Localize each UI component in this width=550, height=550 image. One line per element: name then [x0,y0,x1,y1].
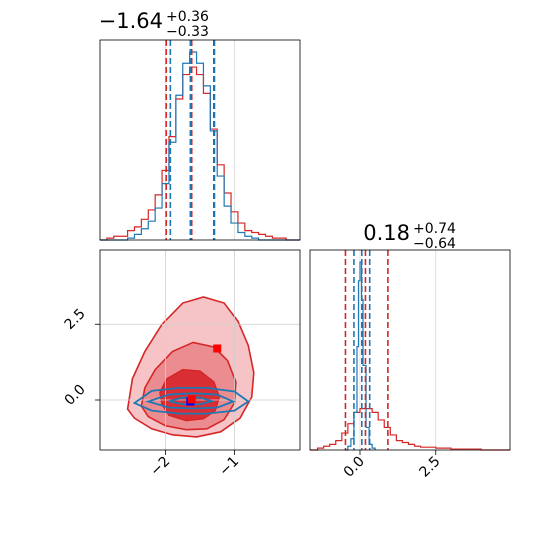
scatter-2d-panel: −2 −1 0.0 2.5 [62,249,301,479]
scatter-2d-contour-a-2 [168,396,216,406]
scatter-2d-marker-b [187,395,196,404]
hist-param1-series-a [100,51,300,241]
hist-param1-series-b [100,66,300,241]
hist-param2-xticks: 0.0 2.5 [341,450,444,481]
scatter-2d-xtick-label: −2 [147,454,173,480]
hist_param1-series-b-line [100,66,300,241]
scatter-2d-series-a-contours [132,386,250,415]
scatter-2d-grid [100,250,300,450]
hist_param2-series-b-line [310,408,510,451]
scatter-2d-contour-a-0 [132,386,250,415]
scatter-2d-xticks: −2 −1 [147,450,242,479]
hist-param2-quantiles [344,250,389,450]
scatter-2d-marker-b [213,344,222,353]
hist-param2-frame [309,249,511,451]
hist-param1-frame [99,39,301,241]
hist-param2-title: 0.18 [363,221,410,245]
hist_param2-xtick-label: 2.5 [417,454,444,481]
scatter-2d-ytick-label: 2.5 [62,306,89,333]
hist-param2-title-lower: −0.64 [413,236,456,252]
scatter-2d-ytick-label: 0.0 [62,382,89,409]
hist-param1-panel: −1.64 +0.36 −0.33 [99,9,301,241]
scatter-2d-frame [99,249,301,451]
hist-param2-grid [359,250,437,450]
scatter-2d-markers [186,344,222,406]
hist_param2-xtick-label: 0.0 [341,454,368,481]
scatter-2d-xtick-label: −1 [216,454,242,480]
scatter-2d-yticks: 0.0 2.5 [62,306,100,409]
hist-param1-title: −1.64 [99,9,163,33]
hist-param1-title-lower: −0.33 [166,24,209,40]
hist-param1-quantiles [165,40,216,240]
hist-param2-title-upper: +0.74 [413,221,456,237]
hist-param2-series-b [310,408,510,451]
hist_param1-series-a-line [100,51,300,241]
scatter-2d-contour-a-1 [145,392,236,410]
hist-param2-panel: 0.0 2.5 0.18 +0.74 −0.64 [309,221,511,481]
hist-param1-title-upper: +0.36 [166,9,209,25]
